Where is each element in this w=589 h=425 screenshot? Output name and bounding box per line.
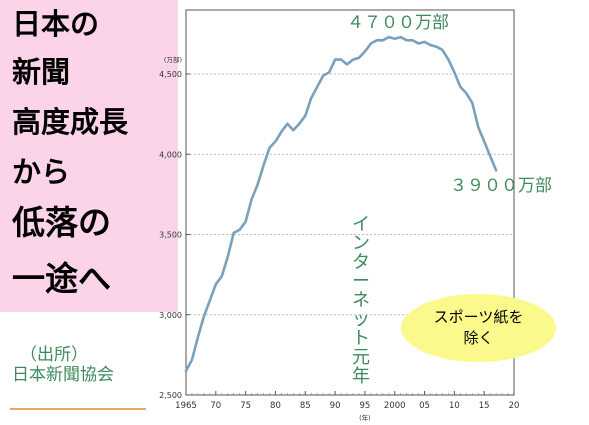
y-tick-label: 4,500 (159, 70, 182, 79)
bubble-line-2: 除く (463, 329, 494, 347)
title-line-6: 一途へ (12, 259, 111, 298)
y-tick-label: 2,500 (159, 391, 182, 400)
bubble-line-1: スポーツ紙を (433, 308, 524, 326)
title-line-1: 日本の (12, 7, 100, 41)
x-tick-label: 10 (449, 401, 460, 411)
title-line-4: から (12, 155, 71, 189)
title-line-3: 高度成長 (12, 105, 129, 139)
title-panel (0, 0, 178, 312)
x-tick-label: 05 (419, 401, 430, 411)
title-line-2: 新聞 (12, 55, 71, 89)
x-unit-label: (年) (359, 413, 371, 422)
source-label: （出所） (20, 345, 88, 365)
x-tick-label: 90 (330, 401, 341, 411)
source-underline (10, 408, 146, 410)
x-tick-label: 1965 (175, 401, 197, 411)
y-unit-label: (万部) (164, 55, 182, 64)
source-name: 日本新聞協会 (12, 365, 114, 385)
y-tick-label: 3,500 (159, 231, 182, 240)
x-tick-label: 85 (300, 401, 311, 411)
x-tick-label: 70 (210, 401, 221, 411)
title-line-5: 低落の (12, 203, 111, 242)
x-tick-label: 95 (359, 401, 370, 411)
x-tick-label: 15 (479, 401, 490, 411)
y-tick-label: 4,000 (159, 150, 182, 159)
series-line (184, 35, 498, 373)
internet-annotation: インターネット元年 (352, 214, 370, 387)
y-tick-label: 3,000 (159, 311, 182, 320)
x-tick-label: 80 (270, 401, 281, 411)
x-tick-label: 75 (240, 401, 251, 411)
plot-frame (185, 9, 515, 396)
end-annotation: ３９００万部 (450, 176, 552, 196)
x-tick-label: 2000 (384, 401, 406, 411)
sports-note-bubble: スポーツ紙を 除く (401, 294, 556, 362)
x-tick-label: 20 (509, 401, 520, 411)
peak-annotation: ４７００万部 (347, 13, 449, 33)
